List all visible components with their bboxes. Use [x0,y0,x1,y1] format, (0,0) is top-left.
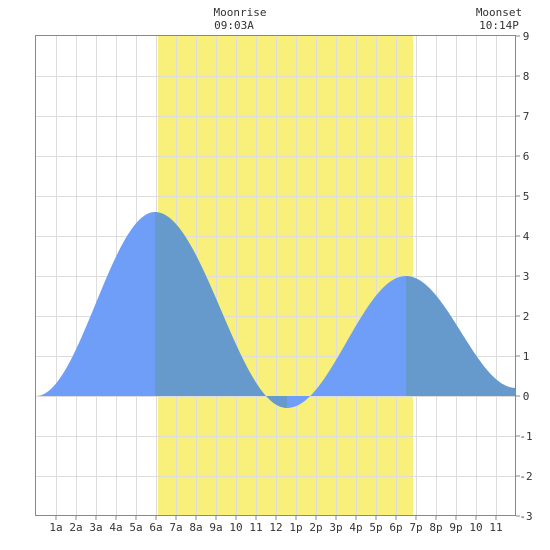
x-tick-label: 10 [469,521,482,534]
y-tick-label: 6 [523,150,530,163]
x-tick-label: 4a [109,521,122,534]
x-tick-label: 1p [289,521,302,534]
tide-area-segment [406,276,516,396]
y-tick-label: 5 [523,190,530,203]
y-tick-label: 8 [523,70,530,83]
y-tick-label: 1 [523,350,530,363]
x-tick-label: 8p [429,521,442,534]
tide-area-segment [36,212,155,396]
moonrise-label: Moonrise [214,6,267,19]
moonrise-time: 09:03A [214,19,254,32]
x-tick-label: 6p [389,521,402,534]
y-tick-label: 0 [523,390,530,403]
x-tick-label: 10 [229,521,242,534]
x-tick-label: 6a [149,521,162,534]
y-tick-label: -2 [519,470,532,483]
x-tick-label: 2a [69,521,82,534]
x-tick-label: 2p [309,521,322,534]
x-tick-label: 5p [369,521,382,534]
tide-area-segment [287,276,406,408]
y-tick-label: -3 [519,510,532,523]
y-tick-label: 4 [523,230,530,243]
moonset-time: 10:14P [479,19,519,32]
y-tick-label: 7 [523,110,530,123]
x-tick-label: 8a [189,521,202,534]
tide-area-segment [155,212,287,408]
x-tick-label: 9p [449,521,462,534]
x-tick-label: 7a [169,521,182,534]
x-tick-label: 4p [349,521,362,534]
y-tick-label: -1 [519,430,532,443]
y-tick-label: 3 [523,270,530,283]
y-tick-label: 2 [523,310,530,323]
x-tick-label: 1a [49,521,62,534]
x-tick-label: 11 [489,521,502,534]
x-tick-label: 7p [409,521,422,534]
x-tick-label: 3p [329,521,342,534]
x-tick-label: 11 [249,521,262,534]
plot-frame [35,35,516,516]
y-tick-label: 9 [523,30,530,43]
x-tick-label: 5a [129,521,142,534]
moonset-label: Moonset [476,6,522,19]
tide-area-layer [36,212,516,408]
x-tick-label: 3a [89,521,102,534]
x-axis-ticks: 1a 2a 3a 4a 5a 6a 7a 8a 9a 10 11 12 1p 2p 3p 4p 5p 6p 7p 8p… [49,516,503,534]
x-tick-label: 12 [269,521,282,534]
x-tick-label: 9a [209,521,222,534]
y-axis-ticks: -3 -2 -1 0 1 2 3 4 5 6 7 8 9 [516,30,533,523]
